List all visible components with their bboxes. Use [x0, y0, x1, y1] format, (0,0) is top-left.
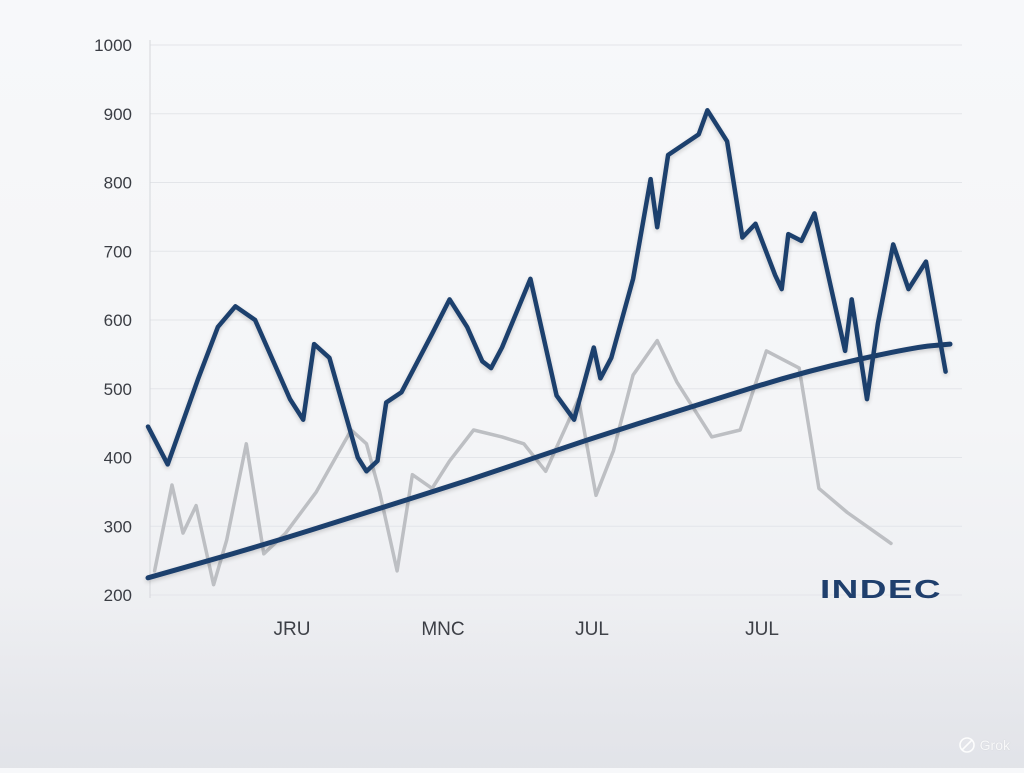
y-tick-label: 400: [104, 449, 132, 468]
grok-logo-icon: [958, 736, 976, 754]
y-tick-label: 700: [104, 242, 132, 261]
series-line-primary: [148, 110, 946, 471]
x-axis-ticks: JRU MNC JUL JUL: [274, 619, 779, 640]
y-tick-label: 1000: [94, 36, 132, 55]
x-tick-label: MNC: [421, 619, 464, 640]
y-tick-label: 500: [104, 380, 132, 399]
brand-label: INDEC: [820, 574, 942, 604]
watermark-label: Grok: [980, 737, 1010, 753]
y-axis-ticks: 1000 900 800 700 600 500 400 300 200: [94, 36, 132, 605]
y-tick-label: 300: [104, 517, 132, 536]
y-tick-label: 900: [104, 105, 132, 124]
y-tick-label: 800: [104, 174, 132, 193]
watermark: Grok: [958, 736, 1010, 754]
series-lines: [148, 110, 950, 584]
x-tick-label: JUL: [745, 619, 779, 640]
y-tick-label: 200: [104, 586, 132, 605]
x-tick-label: JRU: [274, 619, 311, 640]
x-tick-label: JUL: [575, 619, 609, 640]
y-tick-label: 600: [104, 311, 132, 330]
